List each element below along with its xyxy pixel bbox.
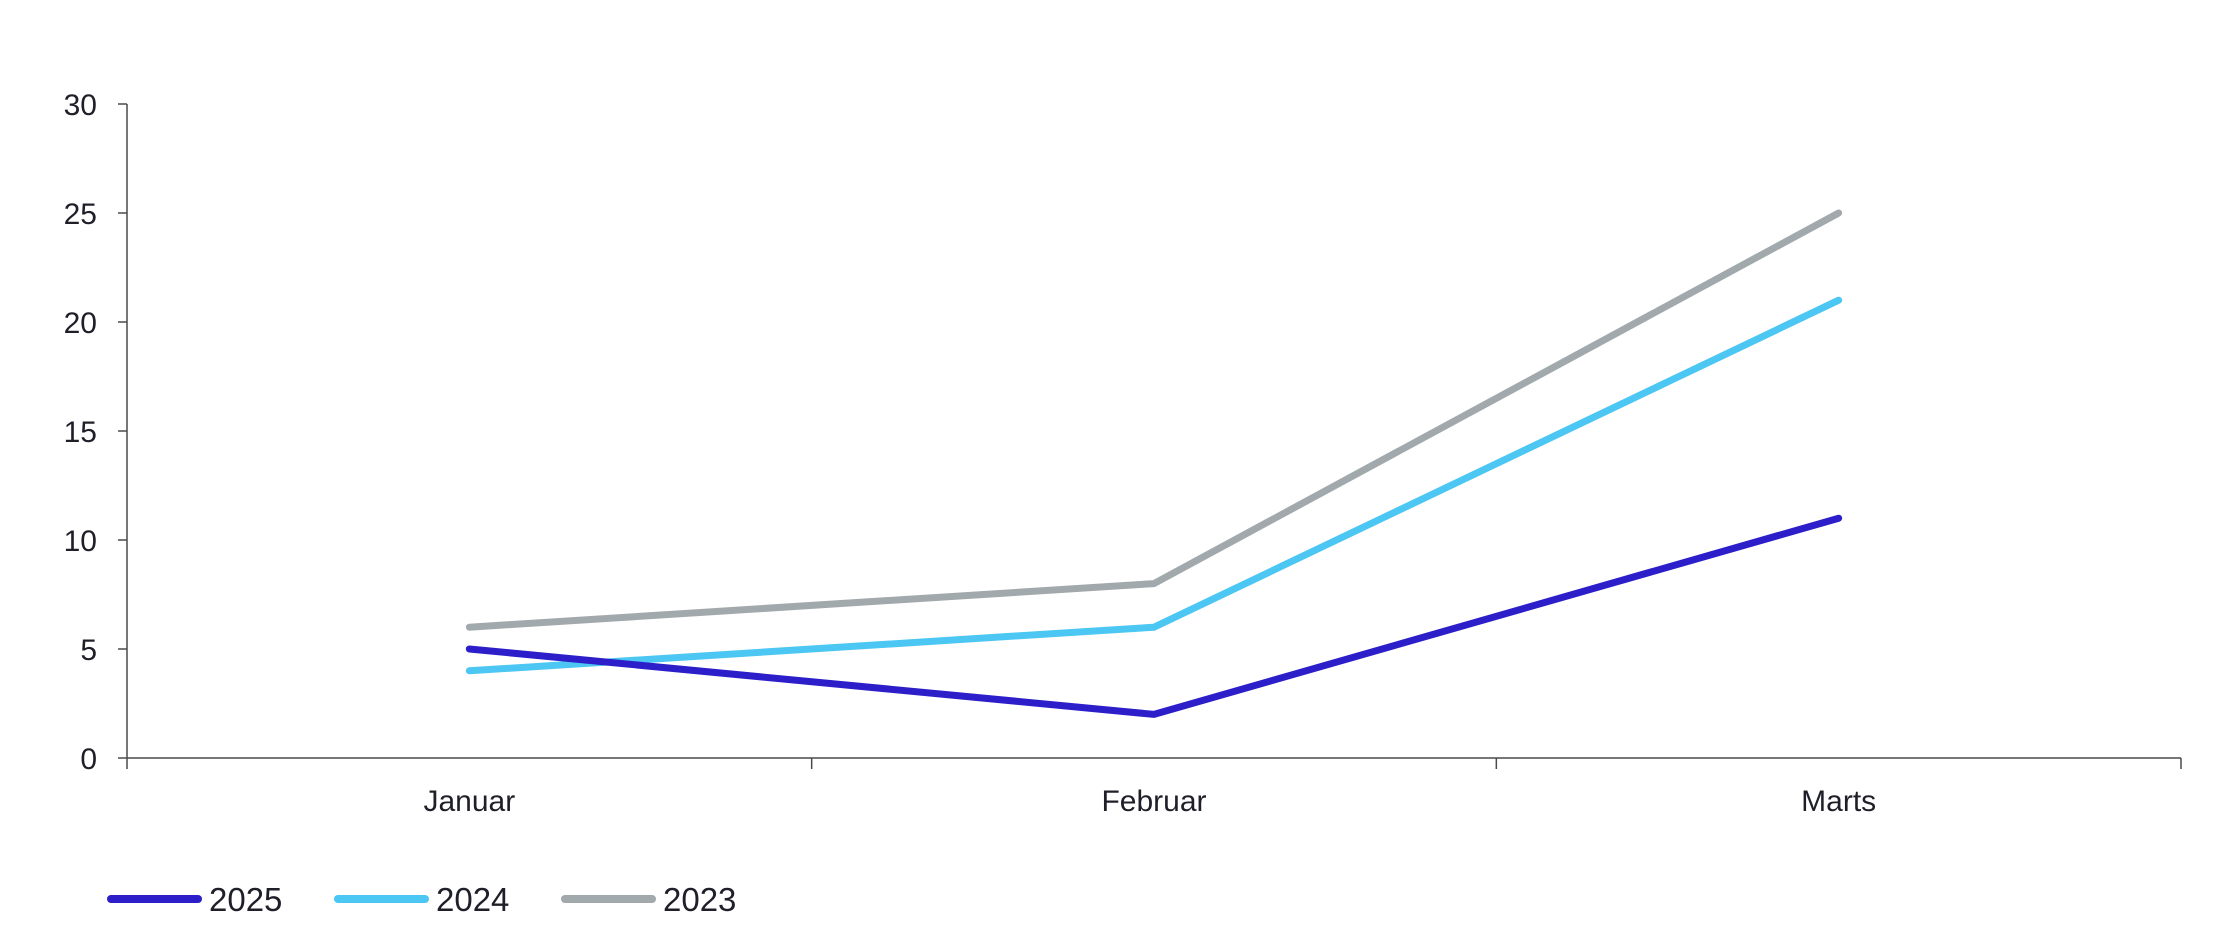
x-tick-label: Februar — [1101, 785, 1206, 818]
y-tick-label: 5 — [80, 634, 97, 667]
y-tick-label: 0 — [80, 743, 97, 776]
legend-label: 2023 — [663, 881, 736, 918]
legend-label: 2024 — [436, 881, 509, 918]
legend-label: 2025 — [209, 881, 282, 918]
legend: 2025 2024 2023 — [107, 881, 736, 918]
y-tick-label: 15 — [64, 416, 97, 449]
y-tick-label: 20 — [64, 307, 97, 340]
x-tick-label: Januar — [423, 785, 515, 818]
x-axis: Januar Februar Marts — [126, 757, 2182, 818]
legend-item-2023: 2023 — [561, 881, 736, 918]
x-tick-label: Marts — [1801, 785, 1876, 818]
y-tick-label: 25 — [64, 198, 97, 231]
y-tick-label: 30 — [64, 89, 97, 122]
y-axis: 0 5 10 15 20 25 30 — [64, 89, 128, 776]
legend-item-2025: 2025 — [107, 881, 282, 918]
series-line-2023 — [465, 209, 1843, 631]
y-tick-label: 10 — [64, 525, 97, 558]
legend-item-2024: 2024 — [334, 881, 509, 918]
series-lines — [465, 209, 1843, 718]
